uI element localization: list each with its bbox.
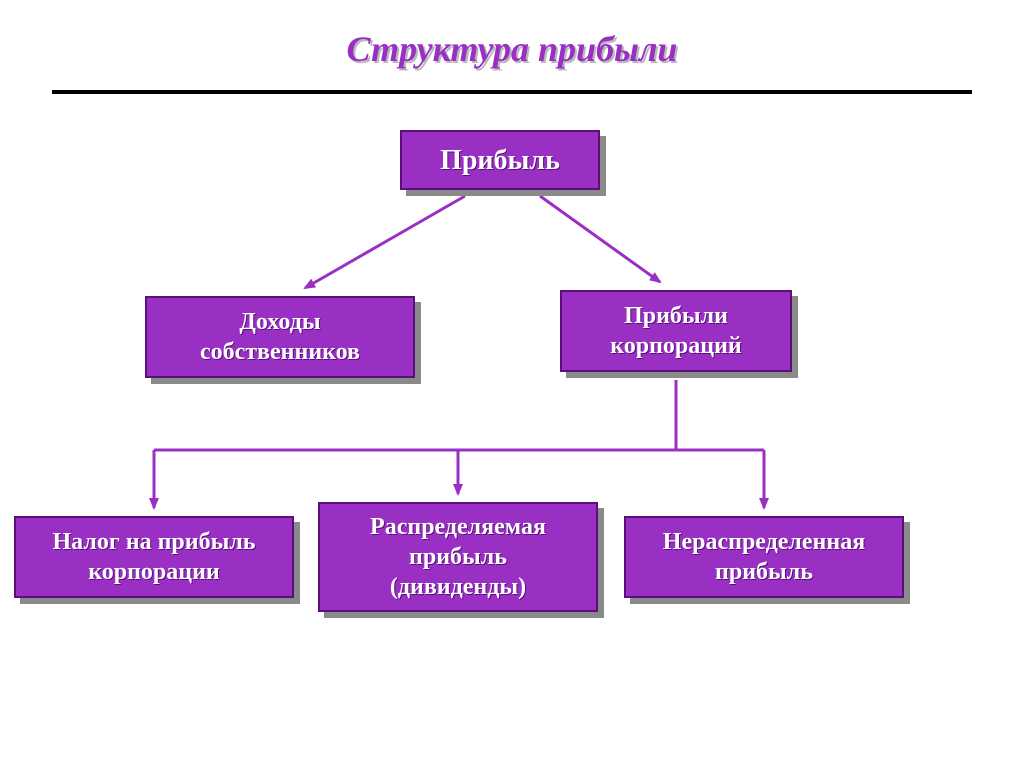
node-label: Налог на прибыль корпорации: [53, 527, 256, 587]
node-label: Прибыль: [440, 143, 560, 178]
node-label: Доходы собственников: [200, 307, 360, 367]
node-b3: Нераспределенная прибыль: [624, 516, 904, 598]
node-b1: Налог на прибыль корпорации: [14, 516, 294, 598]
horizontal-rule: [52, 90, 972, 94]
node-face: Прибыли корпораций: [560, 290, 792, 372]
node-face: Прибыль: [400, 130, 600, 190]
node-label: Распределяемая прибыль (дивиденды): [370, 512, 546, 602]
node-left1: Доходы собственников: [145, 296, 415, 378]
node-face: Доходы собственников: [145, 296, 415, 378]
node-face: Налог на прибыль корпорации: [14, 516, 294, 598]
page-title: Структура прибыли: [0, 28, 1024, 70]
node-right1: Прибыли корпораций: [560, 290, 792, 372]
node-label: Прибыли корпораций: [610, 301, 742, 361]
node-b2: Распределяемая прибыль (дивиденды): [318, 502, 598, 612]
title-text: Структура прибыли: [347, 29, 678, 69]
node-face: Распределяемая прибыль (дивиденды): [318, 502, 598, 612]
node-label: Нераспределенная прибыль: [663, 527, 865, 587]
node-face: Нераспределенная прибыль: [624, 516, 904, 598]
node-root: Прибыль: [400, 130, 600, 190]
